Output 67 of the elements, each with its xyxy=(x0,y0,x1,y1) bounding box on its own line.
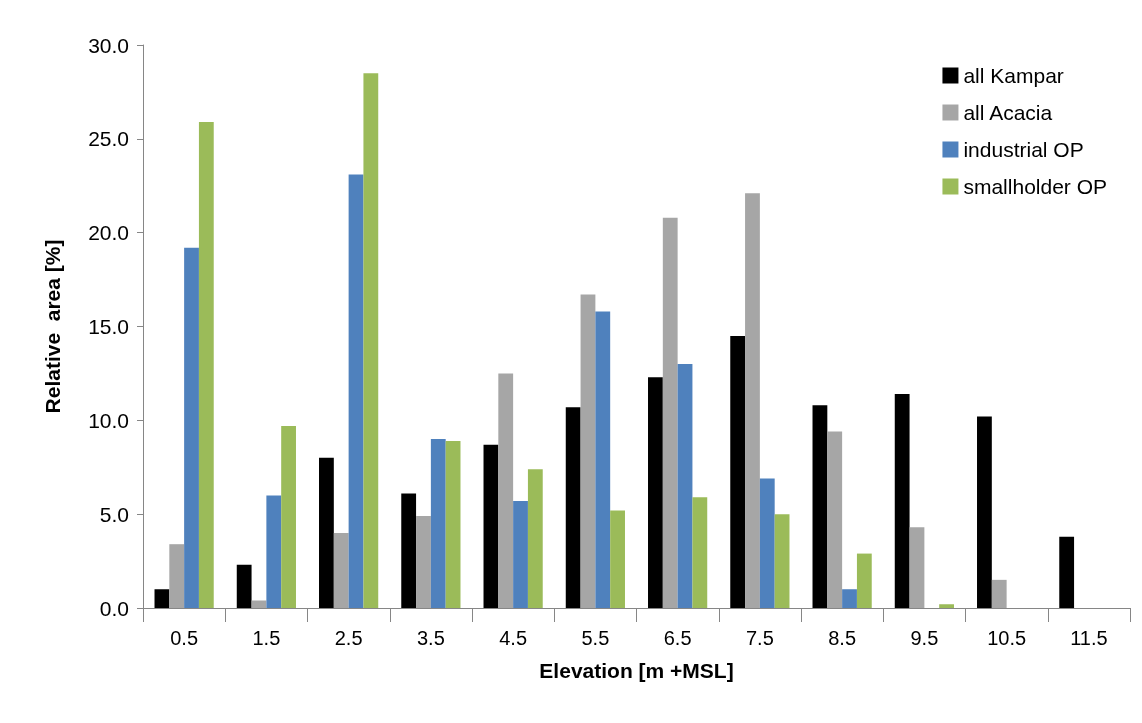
bar xyxy=(527,469,543,608)
bar xyxy=(333,532,349,608)
bar xyxy=(812,405,828,608)
x-tick-label: 9.5 xyxy=(910,627,939,649)
bar xyxy=(730,335,746,608)
bar xyxy=(319,457,334,608)
bar xyxy=(184,247,199,608)
bar xyxy=(759,478,775,608)
bar xyxy=(677,364,693,608)
legend-label: all Kampar xyxy=(963,64,1064,87)
bar xyxy=(348,174,364,608)
y-tick-label: 10.0 xyxy=(88,408,129,432)
bar xyxy=(856,553,872,608)
y-tick-label: 30.0 xyxy=(88,33,129,57)
y-tick-label: 0.0 xyxy=(99,596,129,620)
bar xyxy=(1059,536,1075,608)
bar xyxy=(430,439,446,608)
bar xyxy=(827,431,843,608)
x-tick-label: 2.5 xyxy=(334,627,363,649)
bar xyxy=(251,600,267,608)
legend-label: industrial OP xyxy=(963,138,1084,161)
bar xyxy=(169,544,185,608)
x-tick-label: 0.5 xyxy=(170,627,199,649)
bar xyxy=(401,493,417,608)
y-tick-label: 15.0 xyxy=(88,315,129,338)
bar xyxy=(363,73,379,608)
bar xyxy=(236,564,252,608)
bar xyxy=(498,373,514,608)
bar xyxy=(610,510,625,608)
bar xyxy=(595,311,611,608)
x-tick-label: 5.5 xyxy=(581,627,610,649)
x-tick-label: 11.5 xyxy=(1070,627,1108,649)
bar xyxy=(513,501,528,608)
bar xyxy=(445,440,461,608)
bar xyxy=(580,294,596,608)
x-tick-label: 6.5 xyxy=(663,627,692,649)
x-tick-label: 7.5 xyxy=(745,627,774,649)
bar xyxy=(565,407,581,608)
x-tick-label: 1.5 xyxy=(252,627,281,649)
bar xyxy=(977,416,992,608)
x-tick-label: 10.5 xyxy=(987,627,1027,649)
x-tick-label: 3.5 xyxy=(416,627,445,649)
y-axis-title: Relative area [%] xyxy=(41,239,64,414)
bar xyxy=(909,527,925,608)
bar xyxy=(281,425,296,608)
bar xyxy=(894,394,910,608)
x-tick-label: 4.5 xyxy=(499,627,528,649)
bar xyxy=(745,193,760,608)
y-tick-label: 25.0 xyxy=(88,127,129,151)
bar xyxy=(154,589,170,608)
bar xyxy=(416,516,431,608)
y-tick-label: 20.0 xyxy=(88,221,129,245)
bar xyxy=(266,495,282,608)
bar xyxy=(198,121,214,608)
bar xyxy=(692,497,708,608)
y-tick-label: 5.0 xyxy=(99,502,129,526)
bar xyxy=(774,514,790,608)
bar xyxy=(483,444,499,608)
bar xyxy=(662,217,678,608)
bar xyxy=(991,579,1007,608)
x-tick-label: 8.5 xyxy=(828,627,857,649)
x-axis-title: Elevation [m +MSL] xyxy=(539,659,734,682)
bar xyxy=(939,604,954,608)
legend-label: all Acacia xyxy=(963,101,1053,124)
bar xyxy=(648,377,663,608)
legend-label: smallholder OP xyxy=(963,175,1108,198)
bar xyxy=(842,589,857,608)
